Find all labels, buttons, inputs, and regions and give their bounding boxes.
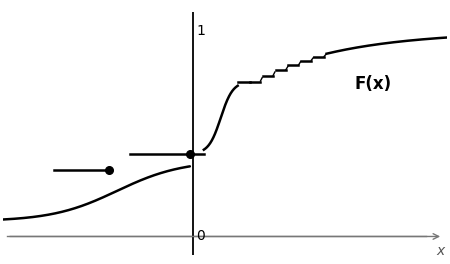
Text: x: x <box>437 244 445 258</box>
Text: 0: 0 <box>196 229 205 243</box>
Text: F(x): F(x) <box>354 76 391 93</box>
Text: 1: 1 <box>196 24 205 38</box>
